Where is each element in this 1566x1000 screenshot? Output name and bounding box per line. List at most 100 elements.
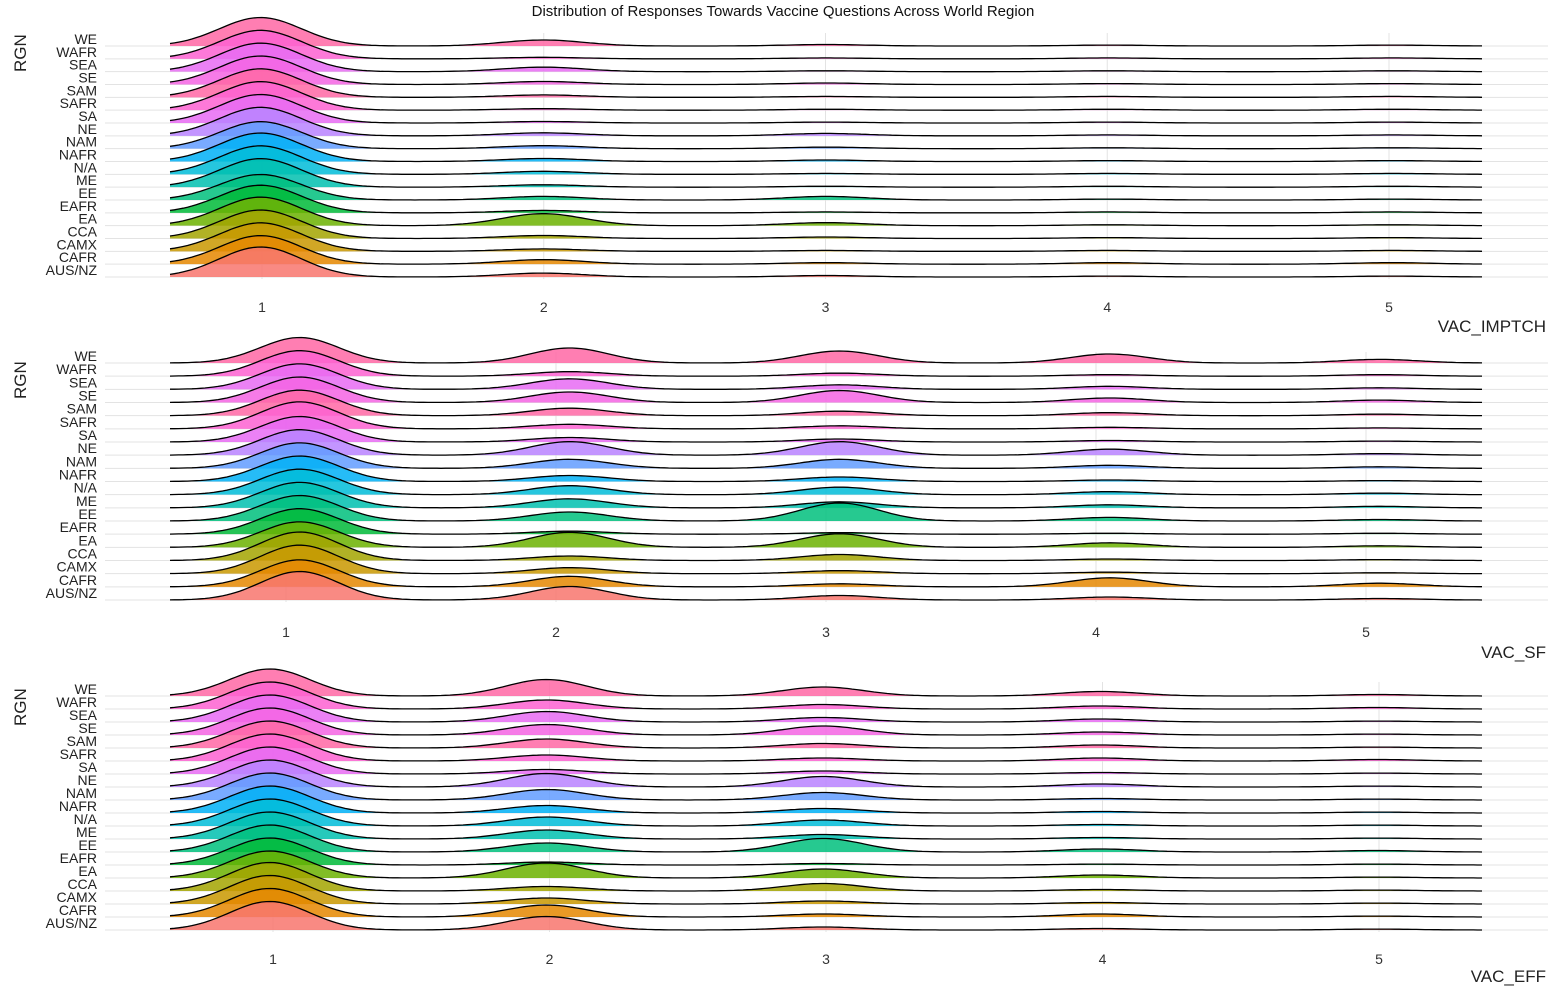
ridge-line	[169, 508, 1482, 535]
y-tick-label: WE	[74, 31, 97, 47]
y-tick-label: NE	[78, 121, 97, 137]
y-tick-label: CAFR	[59, 249, 97, 265]
x-axis-label: VAC_EFF	[1470, 967, 1546, 986]
ridge-area	[170, 247, 1482, 277]
y-tick-label: AUS/NZ	[46, 585, 98, 601]
ridge-line	[169, 455, 1482, 483]
x-tick-label: 3	[822, 299, 830, 315]
x-axis-label: VAC_IMPTCH	[1437, 317, 1546, 336]
y-tick-label: EAFR	[60, 519, 97, 535]
ridge-line	[169, 494, 1483, 522]
panel-vac-eff: AUS/NZ CAFR CAMX CCA EA EAFR EE ME N/A NAFR NAM NE S…	[0, 668, 1566, 996]
ridge-line	[169, 668, 1483, 697]
ridge-line	[169, 772, 1482, 801]
x-tick-label: 3	[822, 624, 830, 640]
y-tick-label: CAMX	[57, 889, 98, 905]
y-tick-label: SEA	[69, 374, 98, 390]
x-tick-label: 1	[258, 299, 266, 315]
y-tick-label: EE	[78, 837, 97, 853]
y-tick-label: AUS/NZ	[46, 915, 98, 931]
ridge-line	[169, 707, 1482, 736]
y-tick-label: SAM	[67, 733, 97, 749]
ridgeline-plot-vac-sf: AUS/NZCAFRCAMXCCAEAEAFREEMEN/ANAFRNAMNES…	[46, 336, 1548, 640]
ridge-line	[169, 184, 1483, 214]
ridge-ee	[169, 824, 1483, 853]
ridge-aus-nz	[169, 246, 1482, 278]
x-tick-label: 1	[269, 951, 277, 967]
ridge-line	[169, 824, 1483, 853]
ridge-line	[170, 363, 1482, 390]
ridge-line	[169, 720, 1482, 749]
ridge-line	[169, 145, 1483, 175]
y-tick-label: SEA	[69, 707, 98, 723]
x-tick-label: 2	[552, 624, 560, 640]
ridge-line	[169, 196, 1482, 227]
y-axis-label: RGN	[11, 34, 30, 72]
ridges	[169, 336, 1483, 601]
ridge-ea	[169, 850, 1482, 879]
y-tick-label: CAMX	[57, 559, 98, 575]
ridge-line	[169, 209, 1482, 240]
ridge-line	[169, 106, 1483, 137]
x-tick-label: 1	[282, 624, 290, 640]
y-tick-label: NAFR	[59, 798, 97, 814]
y-tick-label: EA	[78, 863, 97, 879]
ridge-line	[169, 694, 1482, 723]
y-axis-label: RGN	[11, 688, 30, 726]
ridge-line	[170, 481, 1482, 509]
ridge-ee	[169, 494, 1483, 522]
ridge-line	[169, 389, 1482, 417]
y-tick-label: N/A	[74, 159, 98, 175]
ridge-line	[169, 850, 1482, 879]
ridge-line	[169, 681, 1483, 710]
ridge-line	[169, 42, 1482, 73]
x-tick-label: 5	[1362, 624, 1370, 640]
y-tick-label: SAM	[67, 82, 97, 98]
ridge-line	[169, 246, 1482, 278]
ridge-line	[169, 121, 1482, 150]
ridge-we	[169, 668, 1483, 697]
y-tick-label: SAM	[67, 401, 97, 417]
y-tick-label: SAFR	[60, 414, 97, 430]
ridge-line	[169, 235, 1482, 265]
x-tick-label: 4	[1092, 624, 1100, 640]
ridge-line	[169, 570, 1483, 601]
ridge-line	[169, 759, 1482, 788]
ridge-area	[170, 495, 1482, 521]
y-tick-label: NAFR	[59, 467, 97, 483]
y-tick-label: CAMX	[57, 236, 98, 252]
y-tick-label: SAFR	[60, 95, 97, 111]
panel-vac-imptch: AUS/NZ CAFR CAMX CCA EA EAFR EE ME N/A NAFR NAM NE S…	[0, 16, 1566, 345]
y-tick-label: AUS/NZ	[46, 262, 98, 278]
y-tick-labels: AUS/NZCAFRCAMXCCAEAEAFREEMEN/ANAFRNAMNES…	[46, 31, 98, 278]
ridge-line	[169, 785, 1482, 814]
y-tick-label: ME	[76, 493, 97, 509]
ridge-area	[170, 571, 1482, 600]
y-tick-label: SEA	[69, 57, 98, 73]
y-tick-label: SE	[78, 388, 97, 404]
ridge-line	[169, 93, 1482, 124]
ridgeline-plot-vac-imptch: AUS/NZCAFRCAMXCCAEAEAFREEMEN/ANAFRNAMNES…	[46, 16, 1548, 315]
ridge-line	[169, 887, 1482, 918]
ridge-line	[170, 559, 1482, 588]
y-tick-label: NAM	[66, 453, 97, 469]
y-tick-label: SAFR	[60, 746, 97, 762]
ridge-line	[169, 746, 1482, 775]
y-tick-label: SA	[78, 108, 97, 124]
y-tick-label: CCA	[67, 876, 97, 892]
y-tick-label: N/A	[74, 811, 98, 827]
y-tick-label: NE	[78, 772, 97, 788]
x-tick-label: 3	[822, 951, 830, 967]
ridge-area	[170, 669, 1482, 696]
ridge-aus-nz	[169, 900, 1482, 931]
chart-title: Distribution of Responses Towards Vaccin…	[531, 3, 1035, 20]
x-tick-label: 4	[1103, 299, 1111, 315]
y-tick-labels: AUS/NZCAFRCAMXCCAEAEAFREEMEN/ANAFRNAMNES…	[46, 681, 98, 931]
y-tick-label: CAFR	[59, 572, 97, 588]
y-tick-label: SE	[78, 720, 97, 736]
ridge-line	[169, 29, 1483, 60]
ridge-line	[169, 158, 1482, 188]
ridge-line	[169, 376, 1482, 404]
ridge-ne	[169, 429, 1482, 456]
ridge-line	[169, 173, 1482, 201]
